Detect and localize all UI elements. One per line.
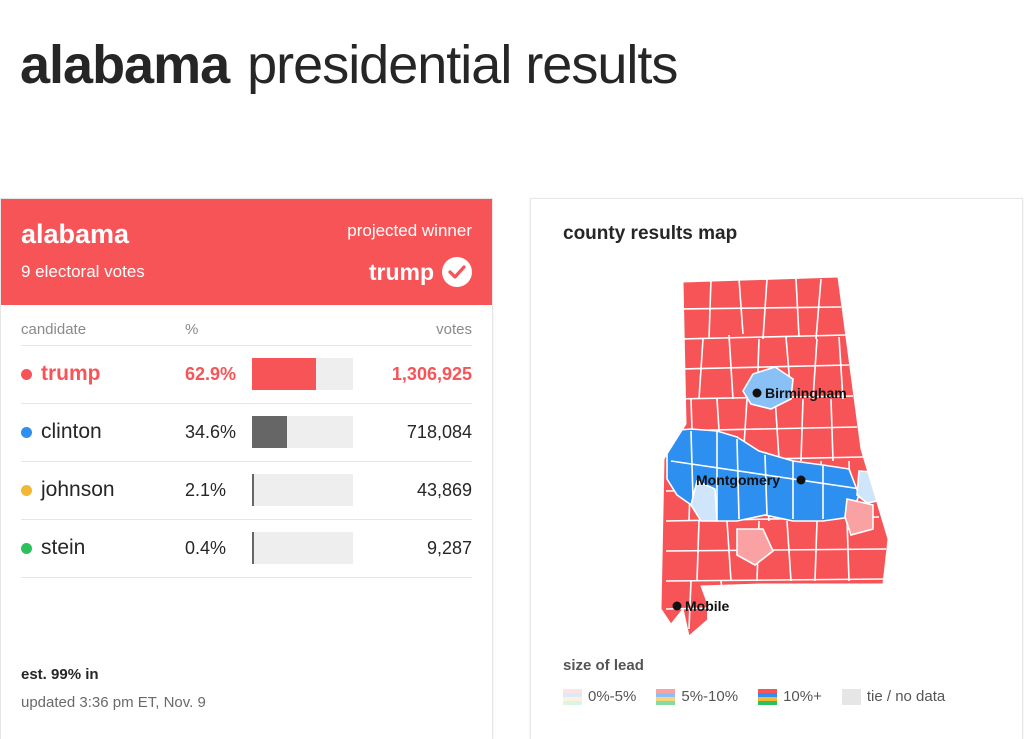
divider <box>21 345 472 346</box>
candidate-percent: 0.4% <box>185 538 227 558</box>
header-state-name: alabama <box>21 219 130 249</box>
party-dot-icon <box>21 369 32 380</box>
vote-share-fill <box>252 416 287 448</box>
candidate-name: stein <box>41 536 86 559</box>
vote-share-bar <box>252 358 353 390</box>
column-header-candidate: candidate <box>21 321 87 338</box>
candidate-name: trump <box>41 362 101 385</box>
legend: 0%-5% 5%-10% 10%+ tie / no data <box>563 688 965 705</box>
state-outline <box>660 276 889 637</box>
column-header-percent: % <box>185 321 199 338</box>
legend-swatch-icon <box>841 688 861 705</box>
candidate-votes: 9,287 <box>426 538 472 558</box>
vote-share-fill <box>252 474 254 506</box>
electoral-votes: 9 electoral votes <box>21 262 145 281</box>
county-light-red-1[interactable] <box>736 528 774 566</box>
candidate-name: clinton <box>41 420 102 443</box>
vote-share-bar <box>252 474 353 506</box>
vote-share-fill <box>252 358 316 390</box>
vote-share-bar <box>252 416 353 448</box>
candidate-percent: 2.1% <box>185 480 227 500</box>
candidate-votes: 718,084 <box>406 422 472 442</box>
legend-title: size of lead <box>563 657 644 674</box>
county-light-red-2[interactable] <box>844 498 874 536</box>
candidate-row-stein[interactable]: stein 0.4% 9,287 <box>21 519 472 577</box>
legend-item: tie / no data <box>841 688 946 705</box>
divider <box>21 461 472 462</box>
divider <box>21 577 472 578</box>
checkmark-icon <box>442 257 472 287</box>
divider <box>21 519 472 520</box>
black-belt-borders <box>670 430 862 520</box>
candidate-votes: 1,306,925 <box>391 364 472 384</box>
legend-swatch-icon <box>758 688 778 705</box>
divider <box>21 403 472 404</box>
legend-item: 10%+ <box>758 688 822 705</box>
legend-label: 5%-10% <box>681 688 739 705</box>
legend-label: tie / no data <box>866 688 946 705</box>
legend-swatch-icon <box>563 688 582 705</box>
projected-winner: trump <box>369 257 472 287</box>
county-jefferson[interactable] <box>742 366 794 410</box>
results-header: alabama 9 electoral votes projected winn… <box>1 199 492 305</box>
vote-share-bar <box>252 532 353 564</box>
county-light-1[interactable] <box>690 479 718 522</box>
montgomery-marker <box>796 475 806 485</box>
candidate-row-johnson[interactable]: johnson 2.1% 43,869 <box>21 461 472 519</box>
party-dot-icon <box>21 427 32 438</box>
winner-name: trump <box>368 258 434 285</box>
candidate-row-clinton[interactable]: clinton 34.6% 718,084 <box>21 403 472 461</box>
legend-label: 10%+ <box>783 688 822 705</box>
page-title: alabama presidential results <box>20 30 678 100</box>
estimated-reporting: est. 99% in <box>21 666 99 683</box>
column-header-votes: votes <box>436 321 472 338</box>
candidate-name: johnson <box>41 478 115 501</box>
page-title-state: alabama <box>20 35 230 95</box>
birmingham-marker <box>752 388 762 398</box>
legend-item: 5%-10% <box>656 688 738 705</box>
city-label-montgomery: Montgomery <box>696 472 780 488</box>
mobile-marker <box>672 601 682 611</box>
legend-swatch-icon <box>656 688 676 705</box>
vote-share-fill <box>252 532 254 564</box>
county-map[interactable]: Birmingham Montgomery Mobile <box>531 199 1022 649</box>
results-card: alabama 9 electoral votes projected winn… <box>0 198 493 739</box>
legend-item: 0%-5% <box>563 688 636 705</box>
page-title-rest: presidential results <box>247 35 678 95</box>
projected-winner-label: projected winner <box>347 221 472 240</box>
city-label-mobile: Mobile <box>685 598 730 614</box>
candidate-percent: 62.9% <box>185 364 237 384</box>
candidate-percent: 34.6% <box>185 422 237 442</box>
map-title: county results map <box>563 223 738 244</box>
city-label-birmingham: Birmingham <box>765 385 847 401</box>
party-dot-icon <box>21 543 32 554</box>
map-card: county results map <box>530 198 1023 739</box>
party-dot-icon <box>21 485 32 496</box>
candidate-row-trump[interactable]: trump 62.9% 1,306,925 <box>21 345 472 403</box>
candidate-votes: 43,869 <box>416 480 472 500</box>
updated-timestamp: updated 3:36 pm ET, Nov. 9 <box>21 694 206 711</box>
legend-label: 0%-5% <box>588 688 637 705</box>
